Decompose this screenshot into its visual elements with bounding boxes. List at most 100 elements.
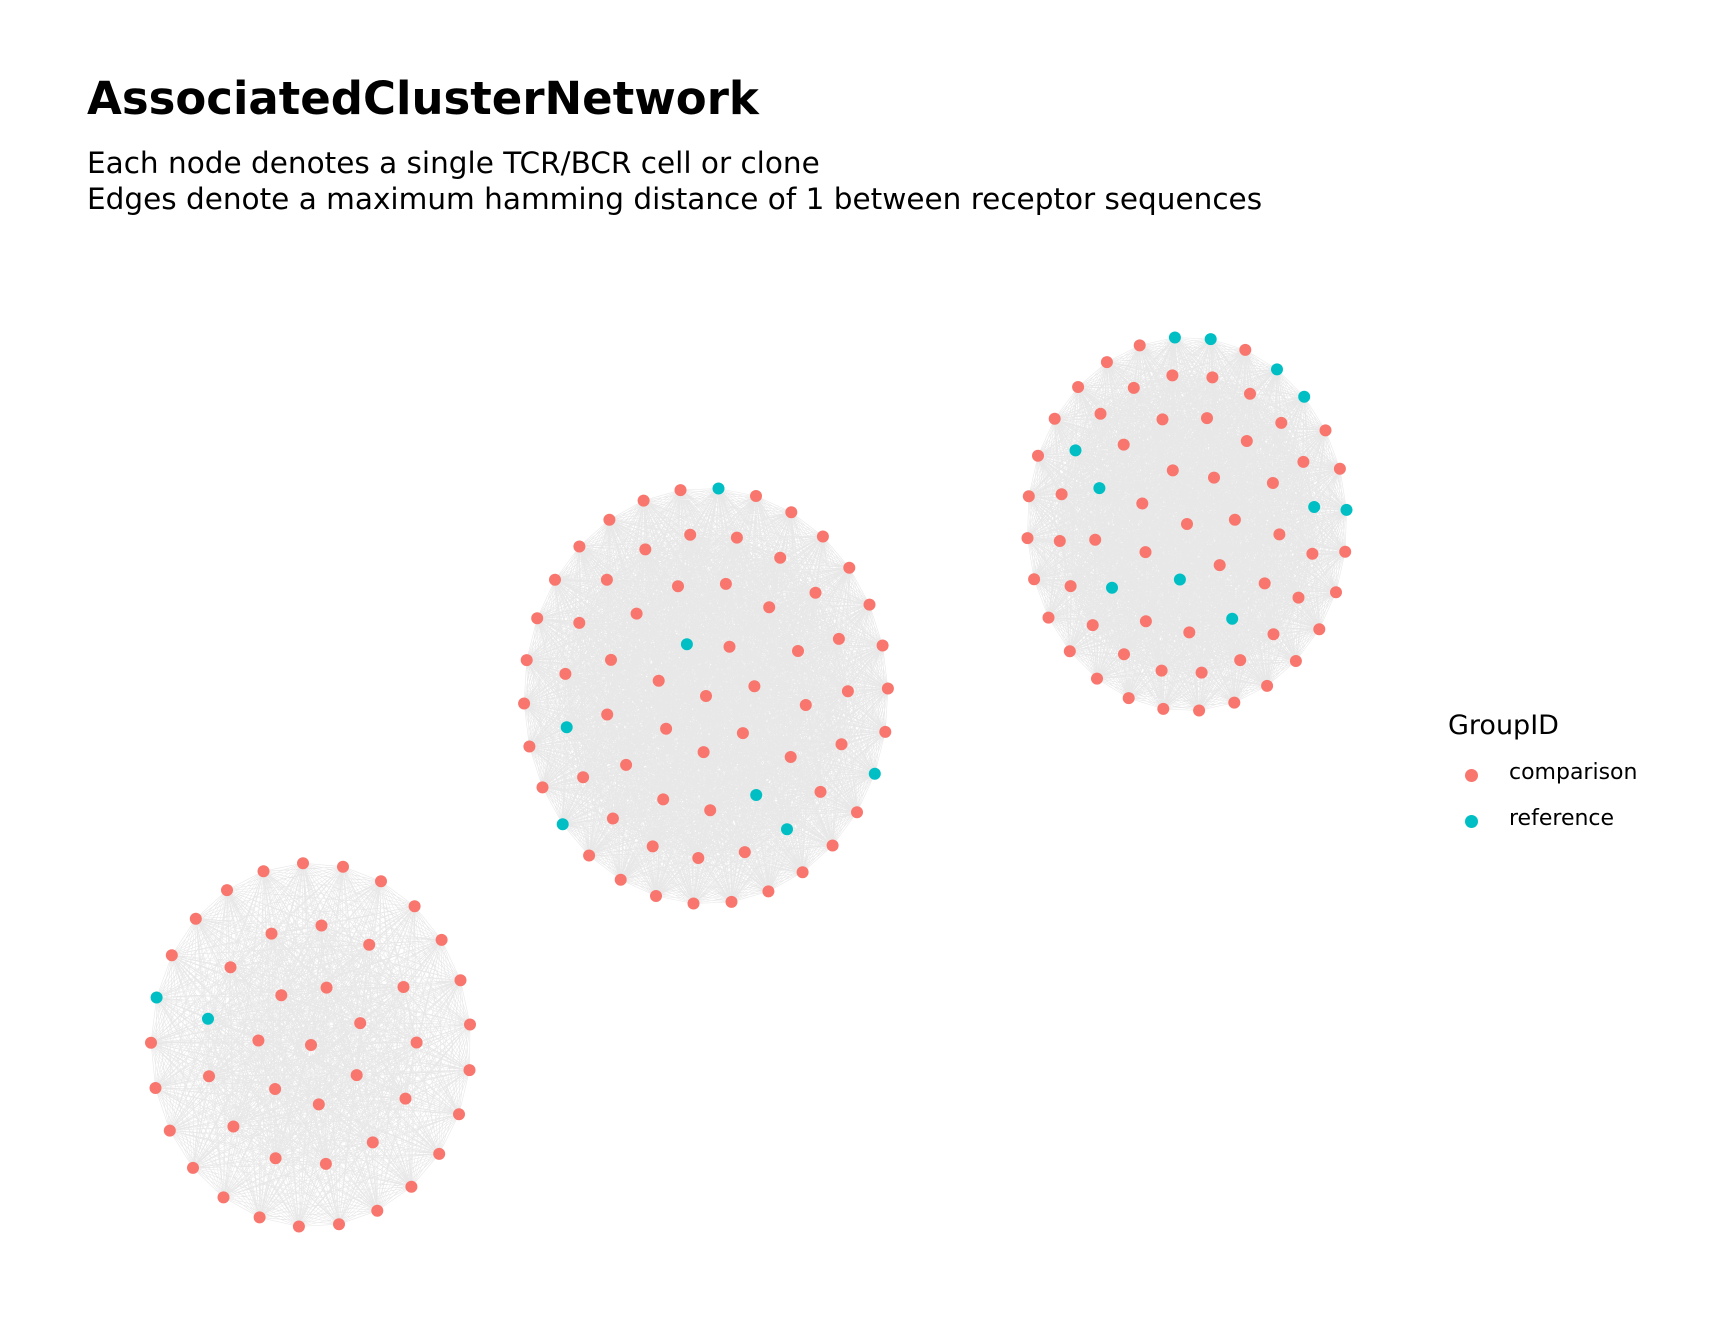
node-comparison [1117, 438, 1130, 451]
node-comparison [723, 640, 736, 653]
node-comparison [454, 974, 467, 987]
node-comparison [763, 601, 776, 614]
node-comparison [630, 607, 643, 620]
node-comparison [275, 989, 288, 1002]
node-comparison [221, 884, 233, 897]
node-comparison [1166, 369, 1179, 382]
node-comparison [1136, 497, 1149, 510]
node-reference [712, 482, 725, 495]
node-comparison [704, 804, 717, 817]
node-comparison [1275, 416, 1288, 429]
plot-title: AssociatedClusterNetwork [87, 72, 759, 125]
node-comparison [614, 873, 627, 886]
node-comparison [1195, 666, 1208, 679]
node-comparison [187, 1161, 199, 1174]
node-comparison [375, 875, 387, 888]
node-comparison [832, 632, 845, 645]
node-comparison [785, 506, 798, 519]
node-comparison [1181, 518, 1193, 530]
node-comparison [657, 793, 670, 806]
node-comparison [748, 680, 761, 693]
node-reference [1204, 333, 1217, 346]
node-comparison [1339, 545, 1352, 558]
node-comparison [851, 806, 863, 819]
node-comparison [227, 1120, 240, 1133]
legend-item-reference: reference [1448, 800, 1688, 846]
node-comparison [573, 540, 586, 553]
node-comparison [1261, 679, 1274, 692]
node-comparison [217, 1191, 230, 1204]
node-comparison [600, 573, 613, 586]
node-comparison [672, 580, 684, 593]
node-comparison [1063, 645, 1076, 658]
node-comparison [399, 1092, 412, 1105]
node-reference [556, 818, 569, 831]
node-comparison [863, 598, 876, 611]
node-reference [750, 789, 763, 801]
edge-lines [523, 488, 889, 904]
node-comparison [1319, 424, 1332, 437]
node-comparison [601, 708, 614, 721]
node-comparison [646, 840, 659, 853]
node-reference [560, 721, 573, 734]
node-comparison [652, 674, 665, 687]
node-comparison [350, 1069, 363, 1082]
node-comparison [606, 812, 619, 825]
node-comparison [292, 1220, 305, 1233]
node-comparison [796, 866, 809, 879]
node-comparison [674, 484, 687, 497]
node-comparison [189, 912, 202, 925]
cluster-1 [145, 857, 476, 1233]
node-comparison [826, 839, 839, 852]
node-comparison [319, 1157, 332, 1170]
node-comparison [1330, 586, 1342, 599]
node-comparison [573, 616, 586, 629]
node-comparison [639, 543, 652, 556]
node-comparison [719, 577, 732, 590]
node-comparison [784, 751, 797, 763]
legend-label-reference: reference [1509, 806, 1615, 831]
node-comparison [1021, 532, 1034, 545]
node-reference [1226, 612, 1239, 625]
legend-title: GroupID [1448, 710, 1559, 741]
node-comparison [520, 654, 533, 667]
node-comparison [1086, 619, 1099, 632]
node-comparison [725, 895, 738, 908]
node-comparison [1053, 535, 1066, 547]
node-comparison [1297, 455, 1310, 468]
node-comparison [816, 530, 829, 543]
node-comparison [762, 885, 775, 898]
node-comparison [1228, 513, 1241, 526]
node-comparison [1206, 371, 1219, 384]
node-reference [1106, 581, 1118, 594]
node-comparison [738, 846, 751, 859]
node-comparison [1266, 477, 1279, 489]
legend-label-comparison: comparison [1509, 760, 1638, 785]
node-comparison [1193, 704, 1206, 717]
node-comparison [841, 685, 854, 698]
node-comparison [1156, 413, 1169, 426]
node-comparison [1289, 655, 1302, 667]
node-comparison [333, 1218, 345, 1231]
node-comparison [1273, 528, 1286, 541]
node-reference [202, 1012, 214, 1025]
node-reference [868, 767, 881, 780]
node-comparison [881, 682, 894, 695]
node-comparison [435, 933, 448, 946]
node-comparison [269, 1152, 282, 1165]
node-comparison [1022, 490, 1035, 503]
node-comparison [363, 938, 376, 951]
node-comparison [1048, 412, 1061, 425]
node-comparison [354, 1017, 367, 1030]
node-comparison [1292, 591, 1305, 604]
node-comparison [433, 1147, 446, 1160]
node-comparison [1267, 628, 1280, 641]
node-comparison [1122, 692, 1135, 705]
node-reference [1308, 501, 1321, 513]
node-reference [1271, 363, 1283, 376]
node-comparison [371, 1204, 384, 1217]
node-comparison [518, 697, 531, 710]
node-comparison [1139, 615, 1152, 628]
legend-key-reference [1465, 815, 1478, 828]
